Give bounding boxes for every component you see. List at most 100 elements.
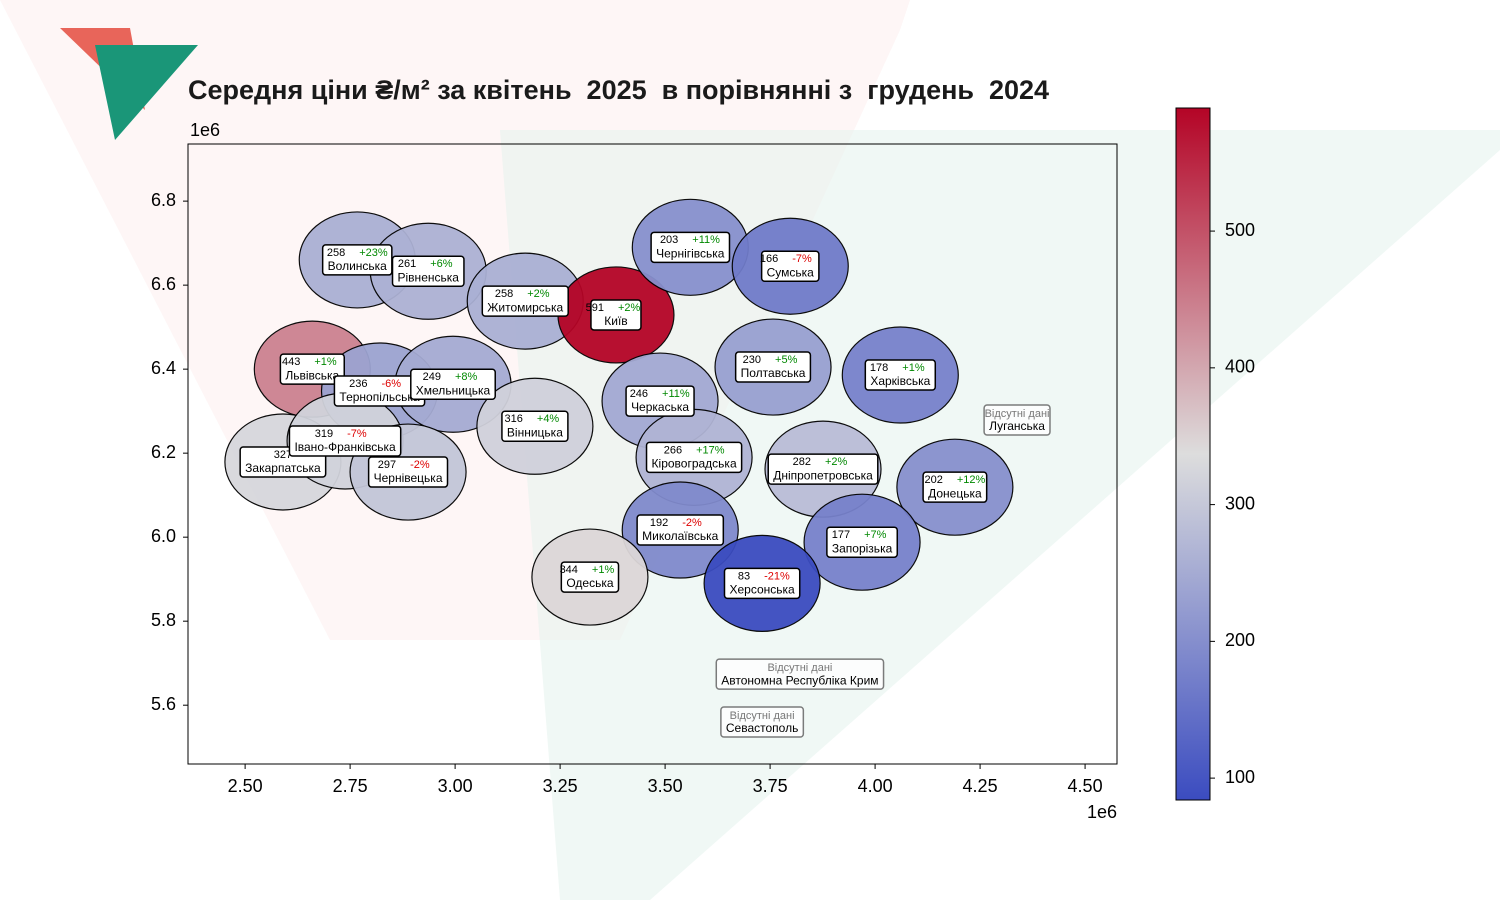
colorbar-tick-label: 200 — [1225, 630, 1255, 650]
region-name: Одеська — [566, 576, 614, 590]
x-tick-label: 3.75 — [753, 776, 788, 796]
label-box — [864, 359, 937, 391]
y-offset: 1e6 — [190, 120, 220, 140]
y-tick-label: 6.4 — [151, 358, 176, 378]
region-name: Тернопільська — [339, 390, 419, 404]
region-value: 203 — [660, 234, 678, 246]
region-name: Львівська — [285, 368, 339, 382]
label-box — [767, 453, 879, 485]
region-name: Дніпропетровська — [773, 468, 873, 482]
region-change: +11% — [692, 234, 720, 246]
label-box — [760, 250, 820, 282]
region-name: Севастополь — [726, 721, 798, 735]
label-box — [560, 561, 620, 593]
region-value: 166 — [760, 253, 778, 265]
x-tick-label: 4.00 — [858, 776, 893, 796]
label-box — [410, 368, 496, 401]
y-tick-label: 5.8 — [151, 610, 176, 630]
region-name: Житомирська — [487, 300, 563, 314]
region-value: 83 — [738, 570, 750, 582]
region-change: +7% — [864, 529, 887, 541]
label-box — [922, 471, 988, 503]
region-value: 177 — [832, 529, 850, 541]
region-name: Харківська — [870, 374, 930, 388]
region-name: Івано-Франківська — [294, 440, 396, 454]
region-change: +1% — [314, 356, 337, 368]
y-tick-label: 6.2 — [151, 442, 176, 462]
region-change: +1% — [902, 362, 925, 374]
region-change: +2% — [618, 302, 641, 314]
region-name: Хмельницька — [416, 383, 491, 397]
region-change: +4% — [537, 413, 560, 425]
region-name: Волинська — [328, 259, 388, 273]
x-tick-label: 3.25 — [543, 776, 578, 796]
axes: 2.50 2.75 3.00 3.25 3.50 3.75 4.00 4.25 4.50 5.6 5… — [151, 190, 1255, 796]
region-name: Чернівецька — [374, 471, 443, 485]
x-offset: 1e6 — [1087, 802, 1117, 822]
region-name: Донецька — [928, 486, 982, 500]
region-change: -21% — [764, 570, 790, 582]
region-change: +11% — [662, 388, 690, 400]
x-tick-label: 2.50 — [228, 776, 263, 796]
x-tick-label: 2.75 — [333, 776, 368, 796]
region-name: Черкаська — [631, 400, 689, 414]
region-value: 282 — [793, 456, 811, 468]
plot-frame — [187, 143, 1118, 765]
region-change: +6% — [430, 258, 453, 270]
label-box — [481, 285, 569, 317]
no-data-note: Відсутні дані — [767, 662, 832, 674]
x-tick-label: 3.50 — [648, 776, 683, 796]
region-change: -7% — [347, 428, 367, 440]
region-name: Київ — [604, 314, 627, 328]
colorbar-tick-label: 500 — [1225, 220, 1255, 240]
region-value: 591 — [586, 302, 604, 314]
colorbar-tick-label: 100 — [1225, 767, 1255, 787]
region-change: +1% — [592, 564, 615, 576]
region-name: Рівненська — [398, 270, 460, 284]
label-box — [391, 255, 465, 288]
region-name: Миколаївська — [642, 529, 719, 543]
region-change: +8% — [455, 371, 478, 383]
x-tick-label: 4.25 — [963, 776, 998, 796]
region-value: 344 — [560, 564, 578, 576]
label-box — [715, 658, 885, 690]
label-box — [826, 526, 899, 558]
label-box — [723, 567, 801, 600]
region-value: 319 — [315, 428, 333, 440]
logo — [95, 45, 198, 140]
region-name: Чернігівська — [656, 247, 725, 261]
no-data-note: Відсутні дані — [730, 710, 795, 722]
region-value: 316 — [505, 413, 523, 425]
label-box — [288, 425, 402, 457]
region-change: +5% — [775, 354, 798, 366]
region-name: Полтавська — [741, 366, 806, 380]
chart-title: Середня ціни ₴/м² за квітень 2025 в порі… — [188, 75, 1049, 105]
label-box — [983, 404, 1051, 436]
region-change: +2% — [825, 456, 848, 468]
label-box — [367, 456, 449, 488]
region-value: 297 — [378, 459, 396, 471]
region-change: -7% — [792, 253, 812, 265]
region-name: Закарпатська — [245, 461, 321, 475]
region-value: 178 — [870, 362, 888, 374]
region-value: 236 — [349, 378, 367, 390]
label-box — [720, 706, 805, 738]
region-name: Автономна Республіка Крим — [721, 673, 878, 687]
region-value: 327 — [274, 449, 292, 461]
label-box — [625, 385, 695, 417]
region-name: Луганська — [989, 419, 1045, 433]
